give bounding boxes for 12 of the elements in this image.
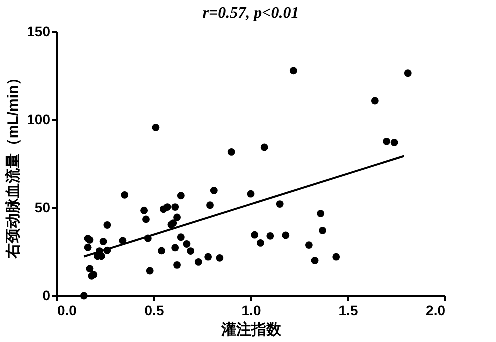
- x-tick-label: 0.0: [58, 302, 78, 318]
- y-tick-label: 0: [42, 288, 51, 304]
- y-axis-title: 右颈动脉血流量（mL/min）: [4, 70, 22, 260]
- y-tick-label: 50: [34, 200, 51, 216]
- x-tick-label: 0.5: [144, 302, 164, 318]
- chart-title: r=0.57, p<0.01: [202, 5, 300, 22]
- x-tick-label: 2.0: [426, 302, 446, 318]
- y-tick-label: 150: [27, 24, 51, 40]
- x-tick-label: 1.5: [338, 302, 358, 318]
- x-axis-title: 灌注指数: [220, 320, 282, 338]
- x-tick-label: 1.0: [242, 302, 262, 318]
- y-tick-label: 100: [27, 112, 51, 128]
